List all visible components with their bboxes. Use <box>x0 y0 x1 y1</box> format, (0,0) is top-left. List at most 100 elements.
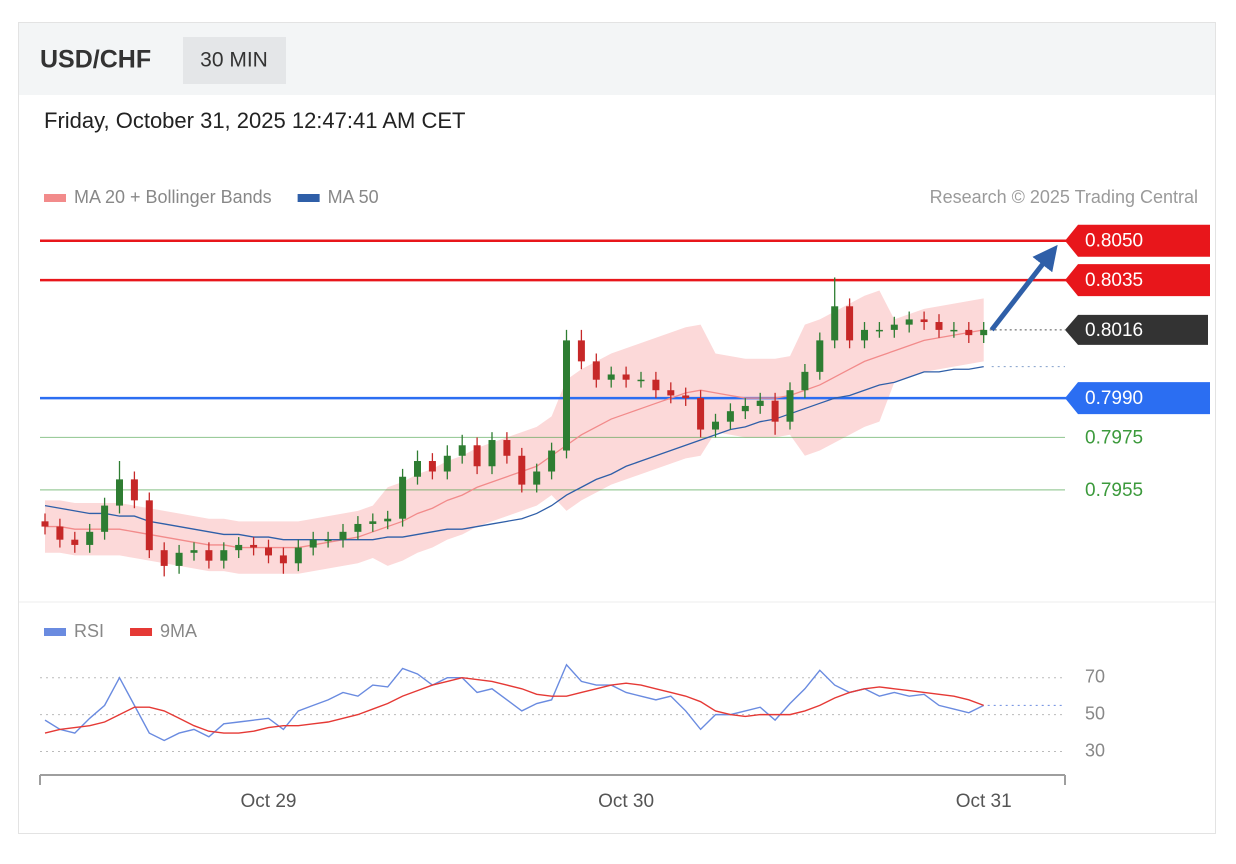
legend-swatch <box>44 628 66 636</box>
candle-body <box>518 455 526 485</box>
candle-body <box>622 374 630 380</box>
y-tick-label: 30 <box>1085 740 1105 760</box>
candle-body <box>160 550 168 566</box>
candle-body <box>101 505 109 532</box>
y-tick-label: 50 <box>1085 703 1105 723</box>
candle-body <box>697 398 705 430</box>
candle-body <box>205 550 213 561</box>
candle-body <box>533 471 541 485</box>
target-arrow <box>989 244 1058 332</box>
candle-body <box>786 390 794 422</box>
candle-body <box>905 319 913 325</box>
legend-label: RSI <box>74 621 104 641</box>
candle-body <box>503 440 511 456</box>
level-label: 0.8050 <box>1085 231 1143 252</box>
legend-label: MA 50 <box>328 187 379 207</box>
x-tick-label: Oct 31 <box>956 791 1012 812</box>
candle-body <box>846 306 854 341</box>
level-tag <box>1065 264 1210 297</box>
symbol: USD/CHF <box>40 46 151 74</box>
candle-body <box>41 521 49 527</box>
level-label: 0.7975 <box>1085 427 1143 448</box>
candle-body <box>428 461 436 472</box>
candle-body <box>309 539 317 548</box>
interval-box <box>183 37 286 84</box>
candle-body <box>652 379 660 391</box>
candle-body <box>801 371 809 391</box>
candle-body <box>369 521 377 524</box>
candle-body <box>741 405 749 412</box>
candle-body <box>965 329 973 336</box>
indicator-line <box>44 676 984 734</box>
candle-body <box>980 329 988 336</box>
level-label: 0.8035 <box>1085 270 1143 291</box>
candle-body <box>682 395 690 399</box>
y-tick-label: 70 <box>1085 666 1105 686</box>
candle-body <box>667 390 675 396</box>
candle-body <box>816 340 824 372</box>
legend-swatch <box>130 628 153 636</box>
candle-body <box>294 547 302 564</box>
x-tick-label: Oct 30 <box>598 791 654 812</box>
legend-label: MA 20 + Bollinger Bands <box>74 187 272 207</box>
candle-body <box>279 555 287 564</box>
candle-body <box>563 340 570 451</box>
candle-body <box>592 361 600 380</box>
candle-body <box>71 539 79 545</box>
candle-body <box>458 445 466 456</box>
candle-body <box>473 445 481 467</box>
indicator-line <box>44 663 985 742</box>
candle-body <box>443 455 451 472</box>
bollinger-band <box>45 290 984 574</box>
candle-body <box>220 550 228 561</box>
candle-body <box>637 379 645 382</box>
timestamp: Friday, October 31, 2025 12:47:41 AM CET <box>44 108 465 133</box>
candle-body <box>935 322 943 330</box>
candle-body <box>488 440 496 467</box>
candle-body <box>56 526 64 540</box>
candle-body <box>607 374 615 380</box>
ma-line <box>44 365 984 541</box>
candle-body <box>890 324 898 330</box>
candle-body <box>950 329 958 332</box>
level-label: 0.7955 <box>1085 480 1143 501</box>
last-price-tag <box>1065 314 1208 345</box>
interval: 30 MIN <box>200 49 268 72</box>
candle-body <box>414 461 421 477</box>
candle-body <box>399 476 407 519</box>
legend-swatch <box>297 194 320 202</box>
x-tick-label: Oct 29 <box>241 791 297 812</box>
candle-body <box>86 531 94 545</box>
candle-body <box>235 544 243 551</box>
credit: Research © 2025 Trading Central <box>930 187 1198 207</box>
candle-body <box>175 552 183 566</box>
candle-body <box>756 400 764 406</box>
level-tag <box>1065 382 1210 415</box>
candle-body <box>861 329 868 341</box>
legend-swatch <box>44 194 66 202</box>
candle-body <box>190 550 198 553</box>
candle-body <box>265 547 272 556</box>
level-label: 0.7990 <box>1085 388 1143 409</box>
level-tag <box>1065 224 1210 257</box>
candle-body <box>920 319 928 323</box>
candle-body <box>712 421 719 430</box>
candle-body <box>831 306 839 341</box>
candle-body <box>250 544 258 548</box>
candle-body <box>548 450 556 472</box>
ma-line <box>45 329 984 549</box>
candle-body <box>354 523 362 532</box>
candle-body <box>116 479 123 506</box>
candle-body <box>145 500 153 551</box>
last-price-label: 0.8016 <box>1085 320 1143 341</box>
legend-label: 9MA <box>160 621 197 641</box>
candle-body <box>726 411 734 422</box>
candle-body <box>875 329 883 332</box>
candle-body <box>324 539 332 542</box>
candle-body <box>577 340 585 362</box>
candle-body <box>339 531 347 540</box>
candle-body <box>384 518 392 522</box>
candle-body <box>771 400 779 422</box>
